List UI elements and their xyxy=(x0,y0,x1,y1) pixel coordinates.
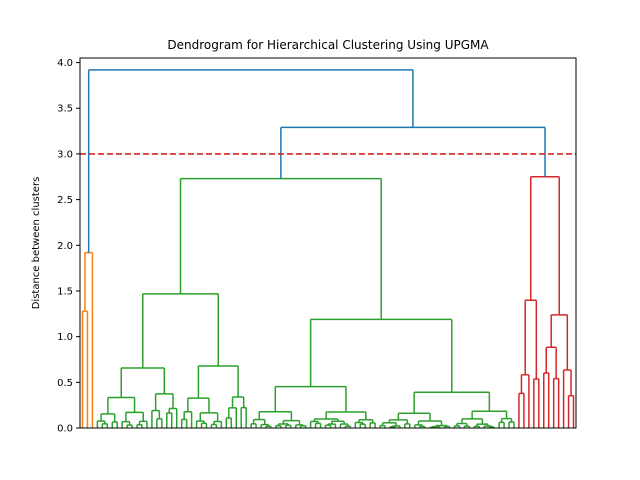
y-tick-label: 3.0 xyxy=(57,149,73,160)
y-tick-label: 1.0 xyxy=(57,332,73,343)
chart-title: Dendrogram for Hierarchical Clustering U… xyxy=(167,38,489,52)
y-tick-label: 4.0 xyxy=(57,58,73,69)
y-tick-label: 0.0 xyxy=(57,424,73,435)
plot-area xyxy=(80,58,576,428)
y-axis: 0.0 0.5 1.0 1.5 2.0 2.5 3.0 3.5 4.0 xyxy=(57,58,80,435)
y-tick-label: 2.0 xyxy=(57,241,73,252)
plot-frame xyxy=(79,57,577,429)
y-tick-label: 3.5 xyxy=(57,104,73,115)
dendrogram-links xyxy=(81,69,575,429)
y-tick-label: 1.5 xyxy=(57,286,73,297)
y-tick-label: 2.5 xyxy=(57,195,73,206)
y-axis-label: Distance between clusters xyxy=(31,177,42,310)
y-tick-label: 0.5 xyxy=(57,378,73,389)
